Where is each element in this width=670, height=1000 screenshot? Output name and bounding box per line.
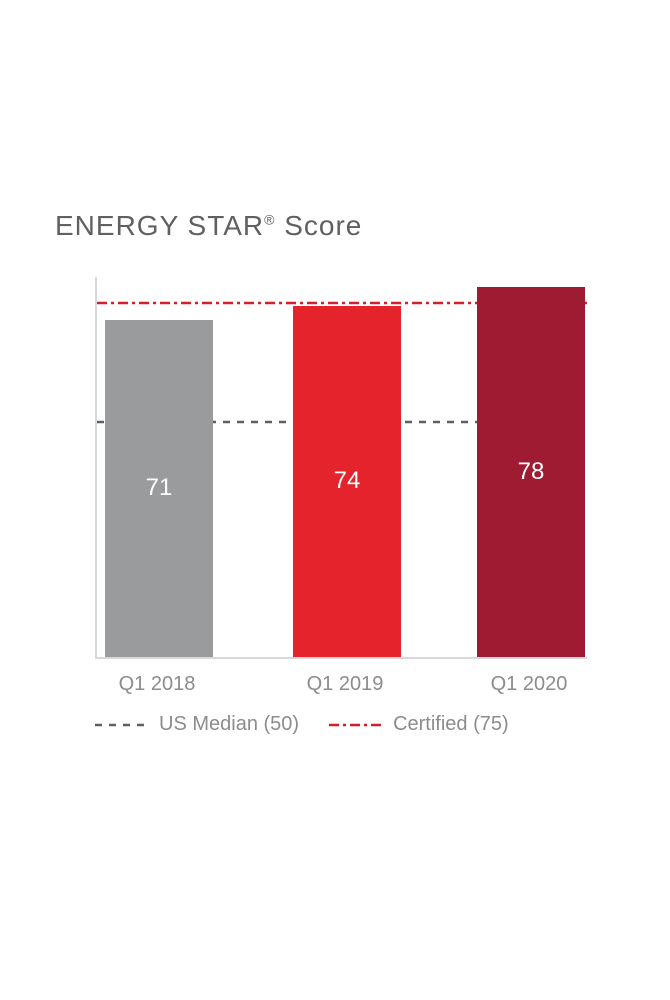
- bar: 71: [105, 320, 213, 657]
- x-axis-label: Q1 2020: [469, 673, 589, 696]
- legend: US Median (50) Certified (75): [95, 713, 615, 736]
- plot-area: 71 74 78: [95, 277, 587, 659]
- title-registered-mark: ®: [264, 212, 275, 228]
- x-axis-label: Q1 2018: [97, 673, 217, 696]
- legend-swatch: [329, 723, 381, 727]
- x-axis: Q1 2018Q1 2019Q1 2020: [95, 673, 585, 703]
- x-axis-label: Q1 2019: [285, 673, 405, 696]
- bar: 74: [293, 306, 401, 658]
- legend-label: Certified (75): [393, 713, 509, 736]
- bar: 78: [477, 287, 585, 658]
- bar-value-label: 78: [518, 458, 545, 486]
- legend-swatch: [95, 723, 147, 727]
- legend-item-median: US Median (50): [95, 713, 299, 736]
- bar-value-label: 74: [334, 467, 361, 495]
- legend-item-certified: Certified (75): [329, 713, 509, 736]
- title-text-pre: ENERGY STAR: [55, 210, 264, 241]
- chart-title: ENERGY STAR® Score: [55, 210, 615, 242]
- legend-label: US Median (50): [159, 713, 299, 736]
- page: ENERGY STAR® Score 71 74 78 Q1 2018 Q1 2019…: [0, 0, 670, 1000]
- energy-star-chart: ENERGY STAR® Score 71 74 78 Q1 2018 Q1 2019…: [55, 210, 615, 736]
- bar-value-label: 71: [146, 474, 173, 502]
- title-text-post: Score: [275, 210, 362, 241]
